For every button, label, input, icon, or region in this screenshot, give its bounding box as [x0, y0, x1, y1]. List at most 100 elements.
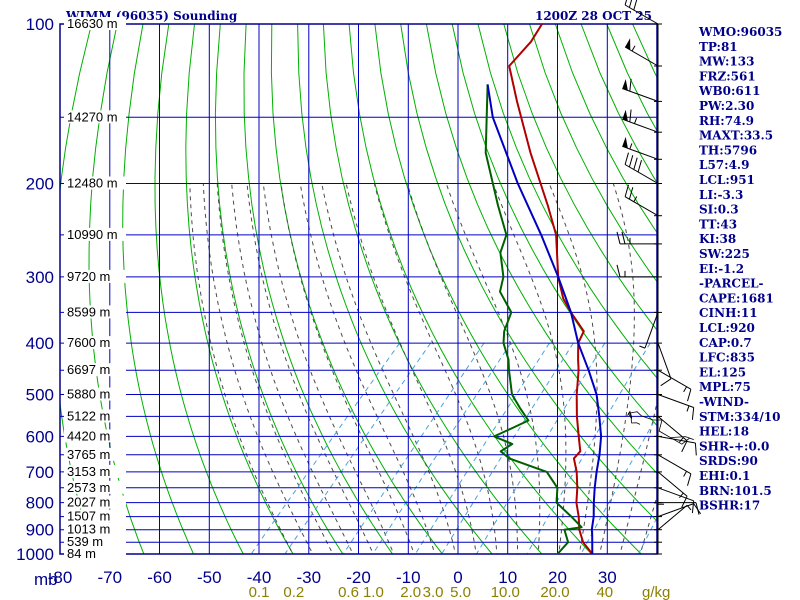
pressure-tick-label: 100	[26, 15, 54, 34]
mixing-ratio-line	[284, 342, 432, 554]
sounding-index: CAP:0.7	[699, 336, 752, 350]
pressure-tick-label: 300	[26, 268, 54, 287]
dry-adiabat	[154, 24, 244, 554]
height-label-bg	[64, 535, 126, 549]
mixing-ratio-tick-label: 40	[596, 584, 613, 600]
sounding-index: TP:81	[699, 40, 738, 54]
height-label: 3153 m	[67, 464, 110, 479]
mixing-ratio-tick-label: 3.0	[423, 584, 444, 600]
mixing-ratio-line	[372, 342, 512, 554]
temperature-tick-label: 0	[453, 568, 462, 587]
height-label: 3765 m	[67, 447, 110, 462]
moist-adiabat	[599, 183, 635, 554]
mixing-ratio-unit: g/kg	[642, 584, 670, 600]
wind-barb	[657, 504, 692, 531]
height-label: 14270 m	[67, 109, 118, 124]
sounding-index: LCL:920	[699, 321, 755, 335]
temperature-tick-label: -70	[98, 568, 123, 587]
sounding-index: BRN:101.5	[699, 484, 772, 498]
height-label: 2027 m	[67, 495, 110, 510]
sounding-series	[484, 24, 603, 554]
mixing-ratio-line	[342, 342, 485, 554]
sounding-index: EL:125	[699, 365, 746, 379]
temperature-tick-label: 30	[598, 568, 617, 587]
height-label: 1013 m	[67, 522, 110, 537]
dry-adiabat	[425, 24, 657, 475]
sounding-index: SI:0.3	[699, 203, 739, 217]
wind-barb	[657, 503, 664, 543]
height-label: 7600 m	[67, 335, 110, 350]
sounding-index: MW:133	[699, 55, 754, 69]
height-label-bg	[64, 387, 126, 401]
dry-adiabat	[185, 24, 294, 554]
dry-adiabat	[297, 24, 493, 554]
sounding-index: TH:5796	[699, 143, 757, 157]
series-temperature-line	[508, 24, 594, 554]
wind-barb	[624, 152, 659, 184]
moist-adiabat	[619, 399, 657, 554]
dry-adiabat	[503, 24, 657, 331]
dry-adiabat	[400, 24, 657, 522]
moist-adiabat	[246, 183, 374, 554]
hodograph	[627, 410, 694, 445]
height-label-bg	[64, 447, 126, 461]
dry-adiabat	[88, 24, 145, 554]
wind-barb	[657, 342, 672, 387]
wind-barb	[657, 454, 692, 486]
moist-adiabat	[406, 183, 519, 554]
chart-datetime: 1200Z 28 OCT 25	[535, 9, 652, 23]
pressure-tick-label: 800	[26, 494, 54, 513]
dry-adiabat	[348, 24, 593, 554]
height-label-bg	[64, 227, 126, 241]
sounding-index: -PARCEL-	[699, 277, 764, 291]
sounding-index: TT:43	[699, 217, 737, 231]
mixing-ratio-tick-label: 10.0	[491, 584, 520, 600]
sounding-index: LI:-3.3	[699, 188, 743, 202]
height-label-bg	[64, 305, 126, 319]
sounding-index: EI:-1.2	[699, 262, 744, 276]
moist-adiabat	[189, 183, 294, 554]
temperature-tick-labels: -80 -70 -60 -50 -40 -30 -20 -10 0 10 20 30	[48, 568, 617, 587]
sounding-index: SW:225	[699, 247, 750, 261]
height-label: 4420 m	[67, 428, 110, 443]
sounding-index: BSHR:17	[699, 499, 760, 513]
sounding-index: LCL:951	[699, 173, 755, 187]
pressure-tick-label: 400	[26, 334, 54, 353]
mixing-ratio-tick-label: 1.0	[363, 584, 384, 600]
moist-adiabat	[639, 494, 657, 554]
hodograph-trace	[627, 410, 694, 445]
height-label: 2573 m	[67, 480, 110, 495]
mixing-ratio-tick-label: 0.2	[283, 584, 304, 600]
series-parcel-line	[486, 84, 603, 554]
sounding-index: FRZ:561	[699, 69, 756, 83]
series-dewpoint-line	[484, 84, 583, 554]
sounding-index: SHR-+:0.0	[699, 439, 769, 453]
temperature-axis-label: mb	[34, 570, 58, 589]
pressure-tick-label: 600	[26, 427, 54, 446]
mixing-ratio-tick-labels: 0.1 0.2 0.6 1.0 2.0 3.0 5.0 10.0 20.0 40	[249, 584, 614, 600]
mixing-ratio-tick-label: 5.0	[450, 584, 471, 600]
height-labels: 16630 m 14270 m 12480 m 10990 m 9720 m 8599 m…	[64, 16, 126, 561]
height-label: 10990 m	[67, 227, 118, 242]
temperature-tick-label: -10	[396, 568, 421, 587]
height-label-bg	[64, 336, 126, 350]
height-label-bg	[64, 363, 126, 377]
mixing-ratio-tick-label: 2.0	[400, 584, 421, 600]
mixing-ratio-line	[250, 342, 401, 554]
dry-adiabat	[451, 24, 657, 427]
wind-barbs	[616, 0, 702, 555]
sounding-index: CINH:11	[699, 306, 758, 320]
moist-adiabat	[548, 183, 598, 554]
sounding-indices: WMO:96035TP:81MW:133FRZ:561WB0:611PW:2.3…	[698, 25, 782, 513]
dry-adiabat	[477, 24, 657, 379]
pressure-tick-labels: 100 200 300 400 500 600 700 800 900 1000	[16, 15, 54, 564]
temperature-tick-label: 20	[548, 568, 567, 587]
height-label: 9720 m	[67, 269, 110, 284]
wind-barb	[622, 78, 659, 102]
moist-adiabat	[231, 183, 354, 554]
temperature-tick-label: -80	[48, 568, 73, 587]
moist-adiabat	[345, 183, 477, 554]
mixing-ratio-line	[526, 342, 651, 554]
mixing-ratio-line	[475, 342, 606, 554]
